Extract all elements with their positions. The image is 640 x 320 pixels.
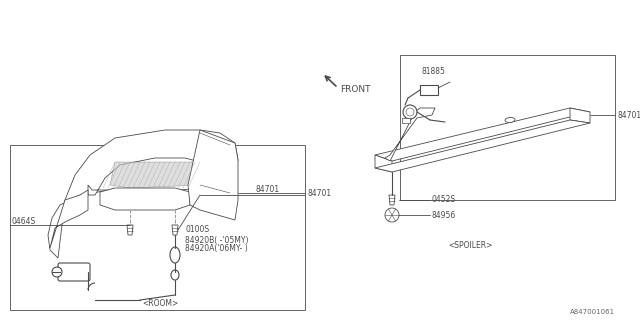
Ellipse shape xyxy=(170,247,180,263)
Polygon shape xyxy=(385,108,435,161)
Circle shape xyxy=(406,108,414,116)
Text: 84920B( -'05MY): 84920B( -'05MY) xyxy=(185,236,248,244)
Circle shape xyxy=(385,208,399,222)
Bar xyxy=(400,55,615,200)
Polygon shape xyxy=(110,162,205,188)
Ellipse shape xyxy=(171,270,179,280)
Text: 0452S: 0452S xyxy=(432,196,456,204)
Text: 84701A: 84701A xyxy=(617,110,640,119)
Text: 84701: 84701 xyxy=(255,186,279,195)
FancyBboxPatch shape xyxy=(58,263,90,281)
Text: 0464S: 0464S xyxy=(12,218,36,227)
Polygon shape xyxy=(375,120,590,172)
Polygon shape xyxy=(172,225,178,235)
Text: <SPOILER>: <SPOILER> xyxy=(448,241,492,250)
Text: 84956: 84956 xyxy=(432,211,456,220)
Polygon shape xyxy=(48,130,238,258)
Text: 0100S: 0100S xyxy=(185,226,209,235)
Ellipse shape xyxy=(505,117,515,123)
Bar xyxy=(420,85,438,95)
Text: FRONT: FRONT xyxy=(340,85,371,94)
Text: 81885: 81885 xyxy=(422,68,446,76)
Text: A847001061: A847001061 xyxy=(570,309,615,315)
Bar xyxy=(402,118,410,123)
Polygon shape xyxy=(100,188,190,210)
Polygon shape xyxy=(127,225,133,235)
Ellipse shape xyxy=(52,267,62,277)
Polygon shape xyxy=(375,108,590,161)
Polygon shape xyxy=(50,190,88,248)
Polygon shape xyxy=(570,108,590,123)
Polygon shape xyxy=(389,195,395,205)
Polygon shape xyxy=(375,155,392,172)
Circle shape xyxy=(403,105,417,119)
Polygon shape xyxy=(88,158,205,195)
Text: <ROOM>: <ROOM> xyxy=(142,299,178,308)
Polygon shape xyxy=(188,130,238,220)
Bar xyxy=(10,145,305,310)
Text: 84701: 84701 xyxy=(308,188,332,197)
Text: 84920A('06MY- ): 84920A('06MY- ) xyxy=(185,244,248,253)
